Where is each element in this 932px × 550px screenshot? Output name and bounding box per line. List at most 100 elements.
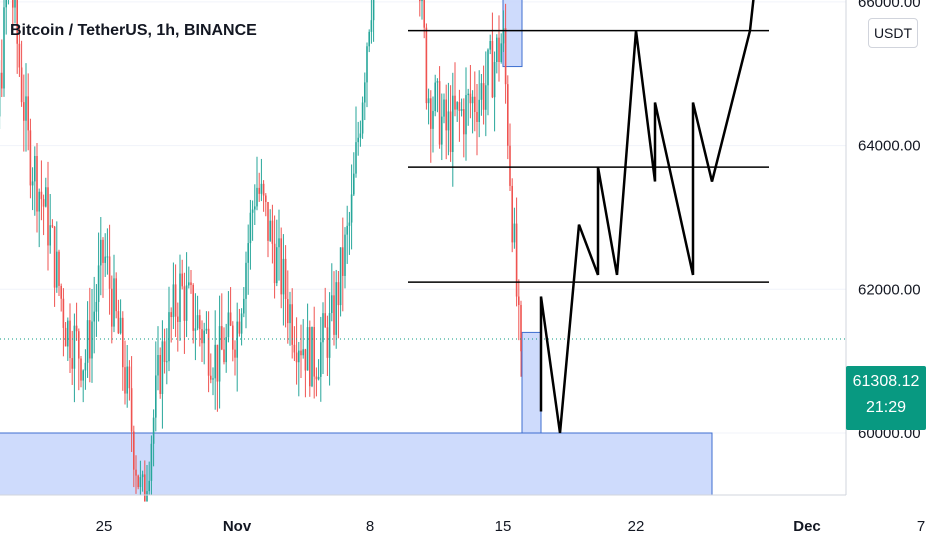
candle-body (328, 313, 331, 358)
candle-body (284, 258, 287, 300)
candle-body (456, 102, 458, 110)
candle-body (291, 304, 293, 345)
candle-body (454, 95, 456, 110)
candle-body (122, 317, 124, 368)
candle-body (438, 81, 441, 145)
candle-body (179, 273, 181, 322)
candle-body (82, 370, 84, 381)
candle-body (192, 284, 194, 331)
candle-body (177, 316, 179, 322)
candle-body (111, 288, 113, 327)
candle-body (247, 243, 249, 263)
candle-body (487, 49, 489, 86)
candle-body (474, 96, 476, 112)
candle-body (53, 226, 56, 288)
x-tick-label: 25 (96, 518, 113, 535)
candle-body (212, 378, 214, 380)
candle-body (518, 296, 520, 305)
candle-body (221, 326, 223, 350)
candle-body (355, 142, 357, 174)
candle-body (144, 474, 146, 502)
zones (0, 0, 713, 496)
candle-body (251, 209, 254, 213)
candle-body (504, 28, 507, 85)
candle-body (350, 194, 353, 223)
y-tick-label: 62000.00 (858, 281, 921, 298)
candle-body (155, 375, 157, 418)
x-tick-label: Nov (223, 518, 252, 535)
candle-body (460, 109, 463, 111)
candle-body (166, 361, 168, 363)
candle-body (168, 312, 170, 362)
x-tick-label: 22 (628, 518, 645, 535)
candle-body (478, 99, 480, 122)
candle-body (267, 201, 269, 241)
candle-body (0, 72, 3, 89)
candle-body (458, 102, 461, 111)
candle-body (309, 327, 311, 387)
price-tag-countdown: 21:29 (865, 399, 907, 416)
candle-body (133, 431, 135, 470)
candle-body (423, 0, 425, 28)
candle-body (463, 109, 465, 135)
candle-body (51, 225, 54, 227)
candle-body (119, 317, 122, 334)
candle-body (12, 0, 14, 8)
candle-body (320, 342, 322, 377)
candle-body (210, 375, 212, 380)
candle-body (64, 327, 67, 347)
candle-body (14, 0, 16, 8)
candle-body (249, 212, 252, 244)
candle-body (201, 329, 203, 344)
candle-body (317, 376, 320, 380)
candle-body (16, 0, 18, 44)
candle-body (86, 320, 89, 363)
candle-body (181, 273, 183, 287)
candle-body (227, 312, 230, 338)
currency-button[interactable]: USDT (868, 18, 918, 48)
candle-body (262, 183, 265, 196)
candle-body (238, 321, 241, 334)
candle-body (476, 111, 478, 122)
candle-body (106, 256, 109, 258)
candle-body (216, 344, 219, 382)
candle-body (289, 304, 291, 324)
candle-body (183, 286, 186, 321)
candle-body (443, 99, 445, 117)
candle-body (445, 99, 447, 131)
x-tick-label: 15 (495, 518, 512, 535)
candle-body (172, 284, 175, 318)
projection-path (539, 0, 755, 434)
candle-body (260, 183, 263, 194)
candle-body (69, 320, 71, 359)
candle-body (265, 195, 267, 202)
candle-body (502, 28, 505, 44)
candle-body (507, 84, 509, 146)
candle-body (269, 220, 271, 241)
candle-body (40, 191, 43, 200)
candle-body (513, 223, 516, 243)
candle-body (161, 341, 164, 394)
candle-body (346, 225, 348, 235)
candle-body (342, 247, 344, 276)
candle-body (434, 82, 436, 112)
lower-high-box (502, 0, 523, 68)
candle-body (42, 199, 45, 207)
candle-body (185, 285, 188, 321)
candle-body (333, 295, 335, 335)
candle-body (232, 325, 234, 350)
candle-body (214, 344, 216, 379)
candle-body (465, 95, 467, 135)
candle-body (148, 480, 150, 492)
candle-body (29, 130, 32, 186)
candle-body (152, 417, 155, 444)
candle-body (436, 81, 439, 83)
candle-body (135, 469, 137, 476)
candle-body (348, 222, 351, 226)
candles (0, 0, 522, 502)
candle-body (245, 262, 247, 299)
candle-body (295, 352, 298, 363)
candle-body (240, 313, 243, 334)
x-tick-label: 7 (917, 518, 925, 535)
